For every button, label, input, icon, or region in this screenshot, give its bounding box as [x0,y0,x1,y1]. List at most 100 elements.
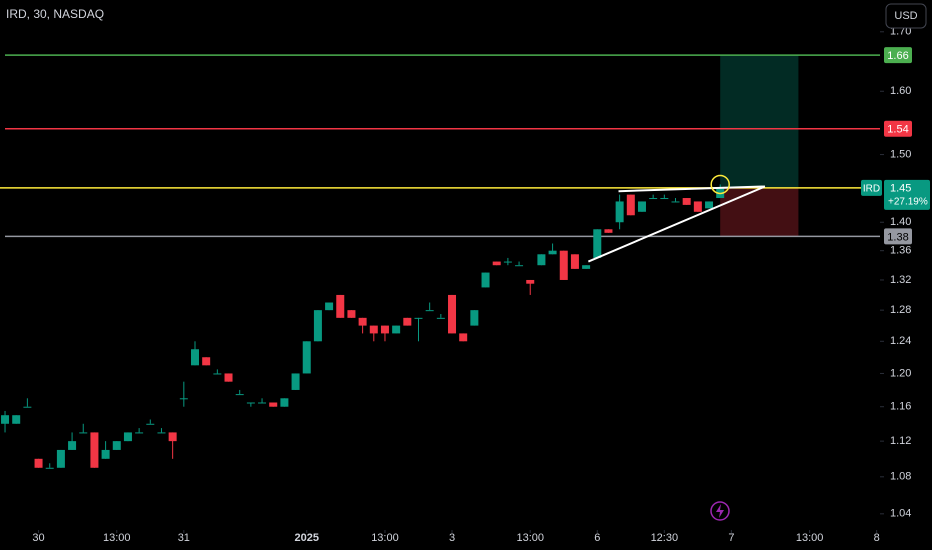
x-tick-label: 8 [874,532,880,544]
change-label: +27.19% [888,196,928,207]
icon-ring [710,501,730,521]
candle-body [45,467,54,469]
candle-body [570,254,579,269]
candle-body [246,402,255,404]
candle-body [202,357,211,366]
candle-body [224,373,233,382]
candle-body [660,198,669,200]
x-tick-label: 12:30 [651,532,679,544]
candle-body [12,415,21,424]
candle-body [68,441,77,450]
currency-button[interactable] [885,3,927,29]
candle-body [146,423,155,425]
symbol-label: IRD [863,183,880,194]
candle-body [671,201,680,203]
y-tick-label: 1.36 [890,245,911,257]
candle-body [548,250,557,255]
candle-body [436,317,445,319]
x-tick-label: 30 [32,532,44,544]
candle-body [258,402,267,404]
candle-body [593,229,602,258]
y-tick-label: 1.50 [890,148,911,160]
candle-body [492,261,501,266]
x-tick-label: 31 [178,532,190,544]
candle-body [537,254,546,266]
candle-body [626,194,635,216]
candle-body [347,310,356,318]
candle-body [56,449,65,468]
x-tick-label: 2025 [295,532,319,544]
candle-body [503,261,512,263]
candle-body [235,394,244,396]
y-tick-label: 1.16 [890,401,911,413]
target-zone [720,55,799,188]
candle-body [582,265,591,269]
marker-circle [710,174,730,195]
candle-body [448,294,457,334]
lightning-icon[interactable] [710,501,730,521]
x-tick-label: 13:00 [103,532,131,544]
candle-body [1,415,10,424]
x-tick-label: 13:00 [796,532,824,544]
level-label: 1.54 [887,124,908,136]
icon-bolt [716,504,724,518]
candle-body [112,441,121,450]
candle-body [369,325,378,334]
candle-body [190,349,199,366]
candle-body [213,373,222,375]
level-label: 1.38 [887,231,908,243]
symbol-label-box [861,179,882,196]
price-label: 1.45 [890,183,911,195]
candle-body [559,250,568,280]
trendline [618,185,765,193]
candle-body [157,432,166,434]
y-tick-label: 1.40 [890,216,911,228]
candle-body [637,201,646,212]
candle-body [313,310,322,342]
y-tick-label: 1.28 [890,304,911,316]
candle-body [90,432,99,468]
candle-body [302,341,311,374]
trendline [587,185,766,263]
stop-zone [720,187,799,237]
candle-body [414,317,423,319]
x-tick-label: 13:00 [516,532,544,544]
candle-body [135,432,144,434]
candle-body [79,432,88,434]
y-tick-label: 1.08 [890,471,911,483]
y-tick-label: 1.20 [890,367,911,379]
level-label-box [884,47,912,64]
candle-body [23,406,32,408]
level-label-box [884,228,912,245]
chart-title: IRD, 30, NASDAQ [6,7,104,21]
level-label-box [884,120,912,137]
candle-body [358,317,367,326]
candle-body [179,398,188,400]
candle-body [649,198,658,200]
candle-body [336,294,345,318]
candle-body [470,310,479,326]
candle-body [291,373,300,390]
y-tick-label: 1.70 [890,26,911,38]
candle-body [101,449,110,459]
candle-body [515,265,524,267]
x-tick-label: 6 [594,532,600,544]
candle-body [269,402,278,407]
candle-body [123,432,132,442]
candle-body [403,317,412,326]
y-tick-label: 1.04 [890,508,911,520]
candle-body [682,198,691,205]
candle-body [34,458,43,468]
candle-body [325,302,334,311]
y-tick-label: 1.12 [890,435,911,447]
candle-body [526,279,535,284]
candle-body [425,310,434,312]
y-tick-label: 1.60 [890,85,911,97]
price-label-box [884,179,930,210]
candle-body [459,333,468,342]
y-tick-label: 1.32 [890,274,911,286]
y-tick-label: 1.24 [890,335,911,347]
candle-body [705,201,714,209]
